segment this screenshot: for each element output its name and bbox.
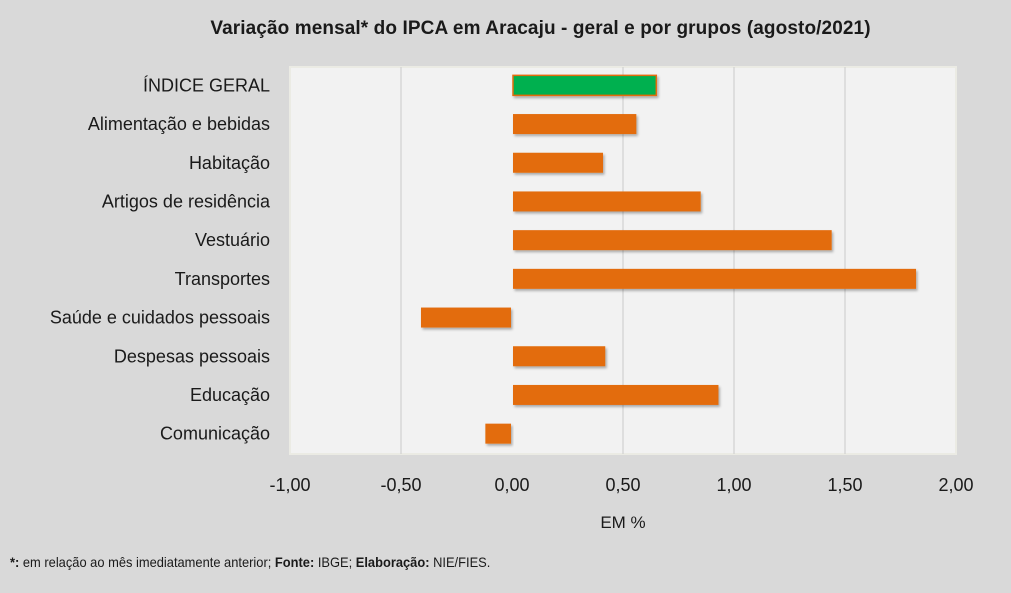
bar-1	[513, 114, 637, 135]
category-label: Habitação	[189, 153, 270, 173]
category-label: Despesas pessoais	[114, 346, 270, 366]
x-tick-label: 2,00	[938, 475, 973, 495]
footnote: *: em relação ao mês imediatamente anter…	[10, 554, 490, 570]
source-value: IBGE;	[314, 554, 356, 570]
bar-8	[513, 384, 719, 405]
bar-7	[513, 346, 606, 367]
x-tick-label: -1,00	[269, 475, 310, 495]
source-label: Fonte:	[274, 554, 315, 570]
category-label: Educação	[190, 385, 270, 405]
footnote-mark: *:	[10, 554, 20, 570]
category-label: Comunicação	[160, 424, 270, 444]
category-label: Saúde e cuidados pessoais	[50, 308, 270, 328]
bar-6	[420, 307, 511, 328]
category-label: Transportes	[175, 269, 270, 289]
x-axis-title: EM %	[600, 513, 645, 532]
category-label: Artigos de residência	[102, 191, 271, 211]
x-tick-label: -0,50	[380, 475, 421, 495]
x-tick-label: 1,50	[827, 475, 862, 495]
category-label: Alimentação e bebidas	[88, 114, 270, 134]
bar-2	[513, 152, 604, 173]
bar-5	[513, 268, 917, 289]
footnote-text: em relação ao mês imediatamente anterior…	[19, 554, 275, 570]
category-label: Vestuário	[195, 230, 270, 250]
category-label: ÍNDICE GERAL	[143, 75, 270, 95]
author-label: Elaboração:	[355, 554, 430, 570]
chart-title: Variação mensal* do IPCA em Aracaju - ge…	[210, 18, 871, 39]
bar-3	[513, 191, 701, 212]
x-tick-label: 1,00	[716, 475, 751, 495]
bar-0	[512, 74, 658, 97]
x-tick-label: 0,50	[605, 475, 640, 495]
bar-4	[513, 230, 832, 251]
x-tick-label: 0,00	[494, 475, 529, 495]
author-value: NIE/FIES.	[429, 554, 491, 570]
bar-9	[485, 423, 511, 444]
